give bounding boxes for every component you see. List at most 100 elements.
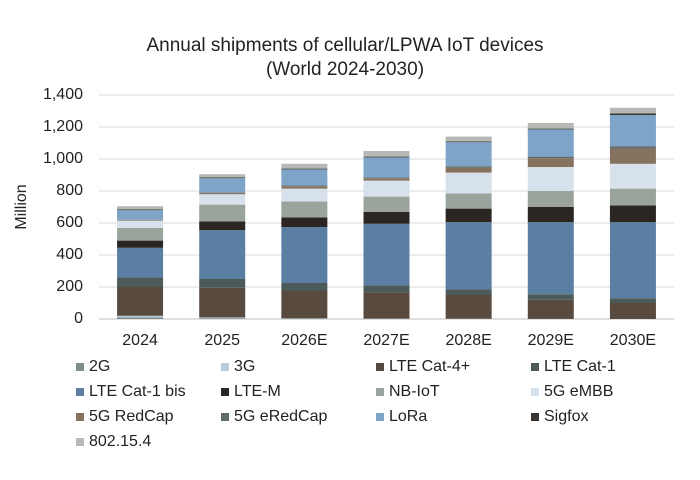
legend-swatch	[376, 388, 384, 396]
bar-segment	[281, 169, 328, 186]
legend-swatch	[76, 388, 84, 396]
bar-segment	[199, 178, 246, 193]
x-tick-label: 2026E	[281, 332, 327, 349]
bar-segment	[527, 158, 574, 167]
bar-segment	[117, 219, 164, 221]
bar-segment	[445, 222, 492, 290]
bar-segment	[445, 142, 492, 167]
legend-swatch	[76, 413, 84, 421]
legend-swatch	[221, 363, 229, 371]
legend-swatch	[221, 388, 229, 396]
x-tick-label: 2027E	[363, 332, 409, 349]
bar-segment	[445, 172, 492, 194]
legend-swatch	[531, 388, 539, 396]
legend-label: LTE Cat-1 bis	[89, 383, 186, 400]
bar-segment	[363, 292, 410, 319]
bar-segment	[281, 186, 328, 189]
legend-label: 5G eRedCap	[234, 408, 327, 425]
bar-segment	[609, 163, 656, 189]
legend-swatch	[531, 363, 539, 371]
legend-swatch	[376, 413, 384, 421]
bar-segment	[199, 192, 246, 195]
y-tick-label: 0	[74, 310, 83, 327]
bar-segment	[281, 227, 328, 283]
bar-segment	[363, 177, 410, 179]
bar-segment	[117, 247, 164, 278]
bar-segment	[445, 289, 492, 295]
bar-segment	[281, 201, 328, 218]
bar-segment	[117, 209, 164, 211]
bar-segment	[527, 299, 574, 319]
bar-segment	[117, 317, 164, 319]
bar-segment	[199, 317, 246, 319]
bar-segment	[445, 295, 492, 319]
x-tick-label: 2028E	[446, 332, 492, 349]
bar-segment	[117, 210, 164, 220]
bar-segment	[363, 285, 410, 293]
bar-segment	[445, 166, 492, 168]
bar-segment	[609, 113, 656, 115]
bar-segment	[527, 156, 574, 159]
legend-label: 802.15.4	[89, 433, 151, 450]
bar-segment	[363, 223, 410, 286]
bar-segment	[527, 128, 574, 130]
bar-segment	[281, 291, 328, 319]
bar-segment	[445, 193, 492, 209]
bar-segment	[281, 185, 328, 187]
bar-segment	[117, 287, 164, 316]
bar-segment	[199, 287, 246, 318]
bar-segment	[199, 230, 246, 279]
legend-label: 5G RedCap	[89, 408, 174, 425]
legend-label: LTE Cat-1	[544, 358, 616, 375]
bar-segment	[527, 222, 574, 295]
legend-swatch	[76, 363, 84, 371]
bar-segment	[609, 148, 656, 164]
bar-segment	[281, 283, 328, 291]
bar-segment	[609, 222, 656, 299]
bar-segment	[117, 240, 164, 248]
bar-segment	[445, 208, 492, 223]
legend-label: LTE Cat-4+	[389, 358, 470, 375]
x-tick-label: 2030E	[610, 332, 656, 349]
y-tick-label: 1,200	[43, 118, 83, 135]
bar-segment	[445, 141, 492, 143]
bar-segment	[117, 277, 164, 287]
bar-segment	[609, 146, 656, 149]
bar-segment	[363, 196, 410, 212]
legend-label: 2G	[89, 358, 110, 375]
x-tick-label: 2025	[204, 332, 240, 349]
bar-segment	[527, 123, 574, 129]
y-tick-label: 400	[56, 246, 83, 263]
bar-segment	[527, 191, 574, 207]
bar-segment	[117, 206, 164, 210]
chart-title: Annual shipments of cellular/LPWA IoT de…	[146, 35, 543, 56]
bar-segment	[609, 115, 656, 147]
bar-segment	[527, 167, 574, 191]
bar-segment	[445, 167, 492, 173]
y-tick-label: 1,000	[43, 150, 83, 167]
chart-subtitle: (World 2024-2030)	[266, 59, 424, 80]
bar-segment	[199, 279, 246, 288]
bar-segment	[363, 157, 410, 178]
bar-segment	[527, 294, 574, 300]
bar-segment	[609, 107, 656, 114]
bar-segment	[199, 221, 246, 231]
bar-segment	[363, 178, 410, 181]
legend-swatch	[531, 413, 539, 421]
bar-segment	[199, 177, 246, 179]
bar-segment	[363, 151, 410, 157]
y-tick-label: 800	[56, 182, 83, 199]
legend-label: LTE-M	[234, 383, 281, 400]
bar-segment	[117, 315, 164, 318]
y-axis-label: Million	[13, 184, 30, 229]
bar-segment	[609, 188, 656, 206]
legend-label: 3G	[234, 358, 255, 375]
bar-segment	[527, 129, 574, 157]
legend-swatch	[76, 438, 84, 446]
bar-segment	[363, 211, 410, 224]
legend-label: 5G eMBB	[544, 383, 613, 400]
legend-swatch	[221, 413, 229, 421]
bar-segment	[199, 194, 246, 205]
bar-segment	[527, 207, 574, 223]
